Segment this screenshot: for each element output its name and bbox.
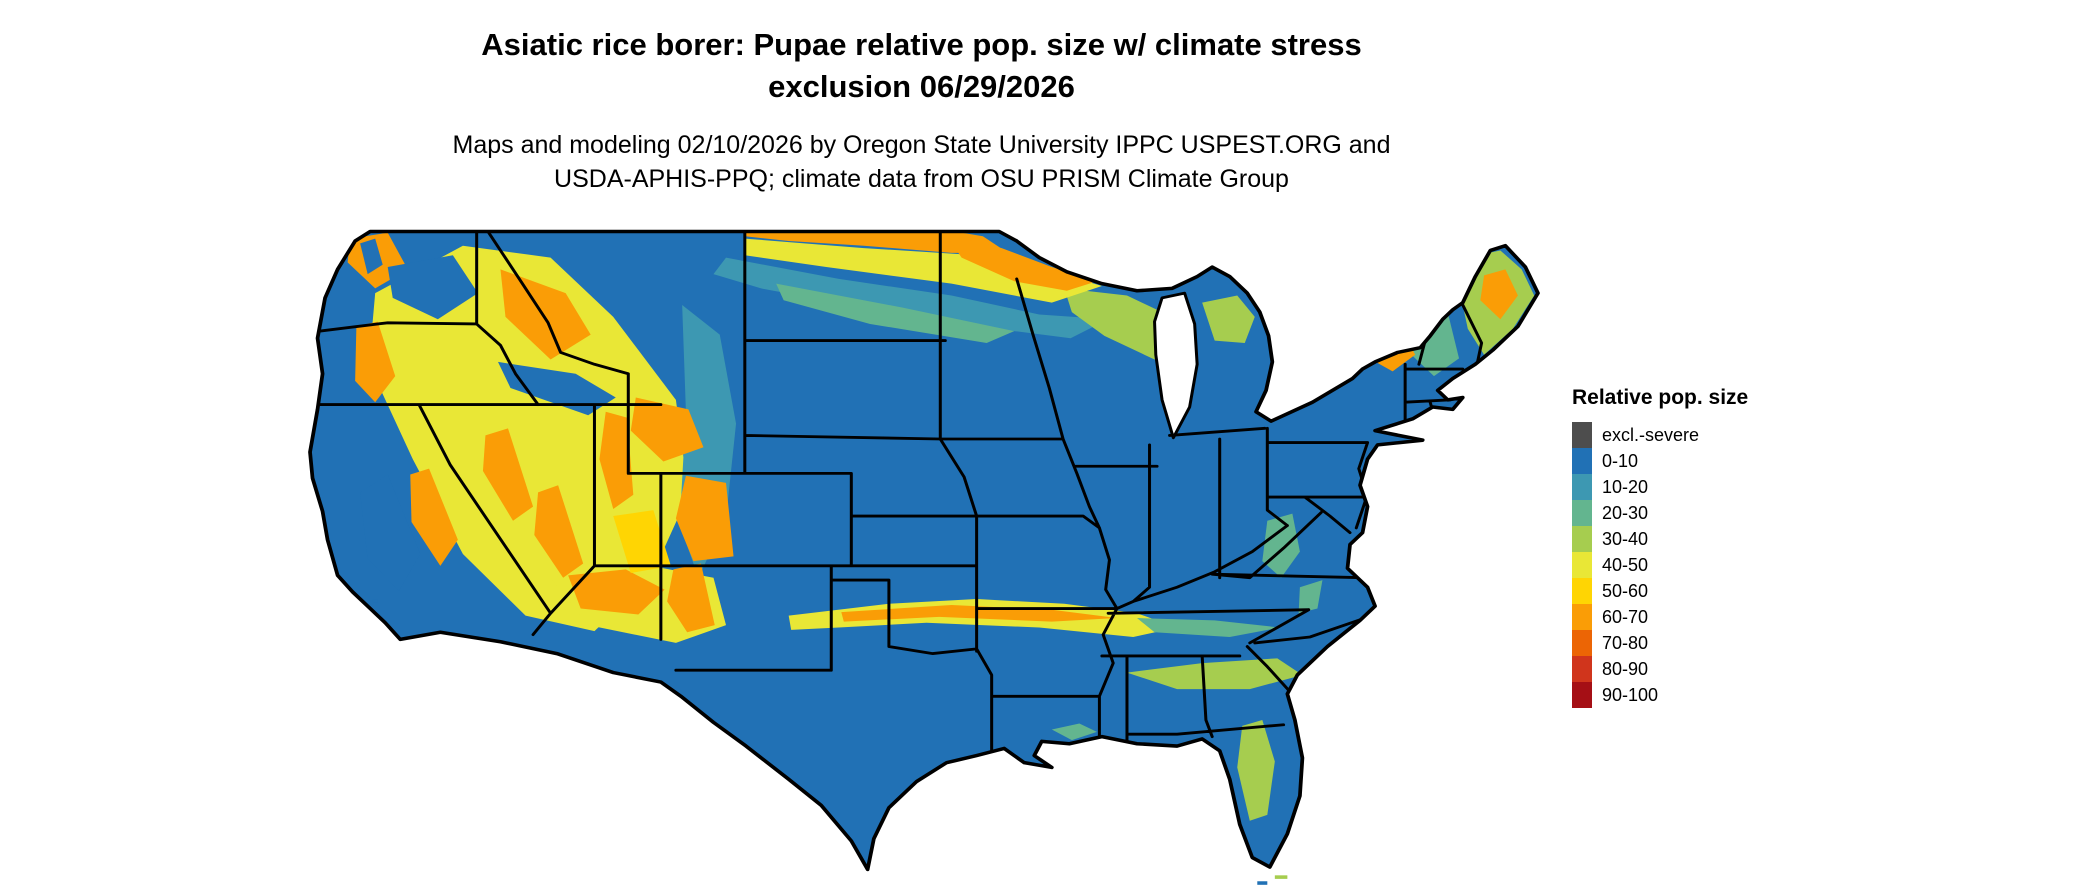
raster-plateau-50-60 — [613, 510, 671, 573]
figure-header: Asiatic rice borer: Pupae relative pop. … — [0, 24, 1843, 196]
raster-columbia-basin-0-10 — [387, 255, 478, 320]
state-boundaries — [311, 231, 1484, 755]
legend-swatch-10-20 — [1572, 474, 1592, 500]
legend-swatch-40-50 — [1572, 552, 1592, 578]
raster-puget-0-10 — [360, 238, 383, 275]
raster-central-valley-0-10 — [360, 474, 421, 591]
legend-label-50-60: 50-60 — [1602, 580, 1649, 601]
raster-maine-60-70 — [1480, 269, 1518, 320]
legend-swatch-20-30 — [1572, 500, 1592, 526]
legend-label-90-100: 90-100 — [1602, 684, 1659, 705]
legend-label-70-80: 70-80 — [1602, 632, 1649, 653]
legend-title: Relative pop. size — [1572, 386, 1749, 409]
legend-swatch-50-60 — [1572, 578, 1592, 604]
legend-row-80-90: 80-90 — [1572, 656, 1832, 682]
raster-wisconsin-30-40 — [1064, 288, 1178, 360]
legend-row-90-100: 90-100 — [1572, 682, 1832, 708]
raster-wyoming-60-70 — [630, 397, 704, 462]
raster-appalachia1-20-30 — [1262, 513, 1300, 578]
legend-label-80-90: 80-90 — [1602, 658, 1649, 679]
legend-swatch-60-70 — [1572, 604, 1592, 630]
raster-texascoast-20-30 — [888, 803, 918, 828]
legend-swatch-0-10 — [1572, 448, 1592, 474]
legend-label-60-70: 60-70 — [1602, 606, 1649, 627]
raster-michigan-30-40 — [1202, 295, 1255, 343]
legend-label-30-40: 30-40 — [1602, 528, 1649, 549]
socal-island-speck — [372, 599, 378, 603]
legend-row-excl-severe: excl.-severe — [1572, 422, 1832, 448]
legend-swatch-90-100 — [1572, 682, 1592, 708]
legend-label-20-30: 20-30 — [1602, 502, 1649, 523]
legend-row-40-50: 40-50 — [1572, 552, 1832, 578]
legend-row-60-70: 60-70 — [1572, 604, 1832, 630]
raster-population-layer — [310, 231, 1538, 870]
raster-band35-60-70 — [841, 604, 1117, 622]
raster-utah-60-70 — [599, 411, 634, 509]
florida-keys-speck-2 — [1257, 881, 1268, 885]
raster-idaho-montana-60-70 — [500, 269, 591, 360]
raster-plains-10-20 — [713, 257, 1109, 339]
raster-minnesota-60-70 — [945, 233, 1097, 291]
raster-northtier-40-50 — [744, 238, 1102, 303]
legend-label-0-10: 0-10 — [1602, 450, 1639, 471]
legend-swatch-70-80 — [1572, 630, 1592, 656]
legend-label-excl-severe: excl.-severe — [1602, 424, 1700, 445]
us-choropleth-map-figure — [300, 222, 1553, 886]
legend-swatch-80-90 — [1572, 656, 1592, 682]
map-subtitle: Maps and modeling 02/10/2026 by Oregon S… — [0, 128, 1843, 196]
raster-sierra-60-70 — [410, 468, 458, 566]
legend: Relative pop. size excl.-severe 0-10 10-… — [1572, 386, 1832, 708]
legend-label-10-20: 10-20 — [1602, 476, 1649, 497]
legend-row-70-80: 70-80 — [1572, 630, 1832, 656]
legend-row-30-40: 30-40 — [1572, 526, 1832, 552]
map-subtitle-line1: Maps and modeling 02/10/2026 by Oregon S… — [452, 131, 1391, 159]
legend-label-40-50: 40-50 — [1602, 554, 1649, 575]
legend-swatch-30-40 — [1572, 526, 1592, 552]
raster-arizona-60-70 — [568, 569, 665, 615]
raster-nevada1-60-70 — [482, 428, 534, 521]
map-title-line1: Asiatic rice borer: Pupae relative pop. … — [481, 27, 1362, 62]
florida-keys-speck-1 — [1274, 875, 1288, 879]
map-subtitle-line2: USDA-APHIS-PPQ; climate data from OSU PR… — [554, 165, 1289, 193]
raster-southeast-30-40 — [1126, 658, 1303, 690]
raster-colorado-60-70 — [675, 475, 734, 562]
us-outline — [308, 229, 1540, 872]
legend-row-20-30: 20-30 — [1572, 500, 1832, 526]
raster-nevada2-60-70 — [534, 485, 584, 578]
raster-newmexico-60-70 — [667, 563, 715, 633]
raster-oregon-60-70 — [355, 321, 396, 403]
raster-florida-30-40 — [1237, 720, 1275, 821]
legend-row-0-10: 0-10 — [1572, 448, 1832, 474]
raster-gulfcoast-20-30 — [1051, 723, 1097, 741]
legend-row-10-20: 10-20 — [1572, 474, 1832, 500]
raster-band35-tail-20-30 — [1137, 618, 1280, 637]
raster-northtier-60-70 — [744, 231, 1008, 253]
us-choropleth-map — [308, 229, 1540, 885]
raster-appalachia2-20-30 — [1298, 580, 1323, 614]
lake-michigan — [1153, 291, 1199, 440]
raster-west-40-50 — [368, 245, 689, 632]
raster-snake-plain-0-10 — [497, 361, 616, 416]
raster-plains-20-30 — [776, 283, 1015, 343]
legend-swatch-excl-severe — [1572, 422, 1592, 448]
legend-row-50-60: 50-60 — [1572, 578, 1832, 604]
map-title-line2: exclusion 06/29/2026 — [768, 69, 1075, 104]
